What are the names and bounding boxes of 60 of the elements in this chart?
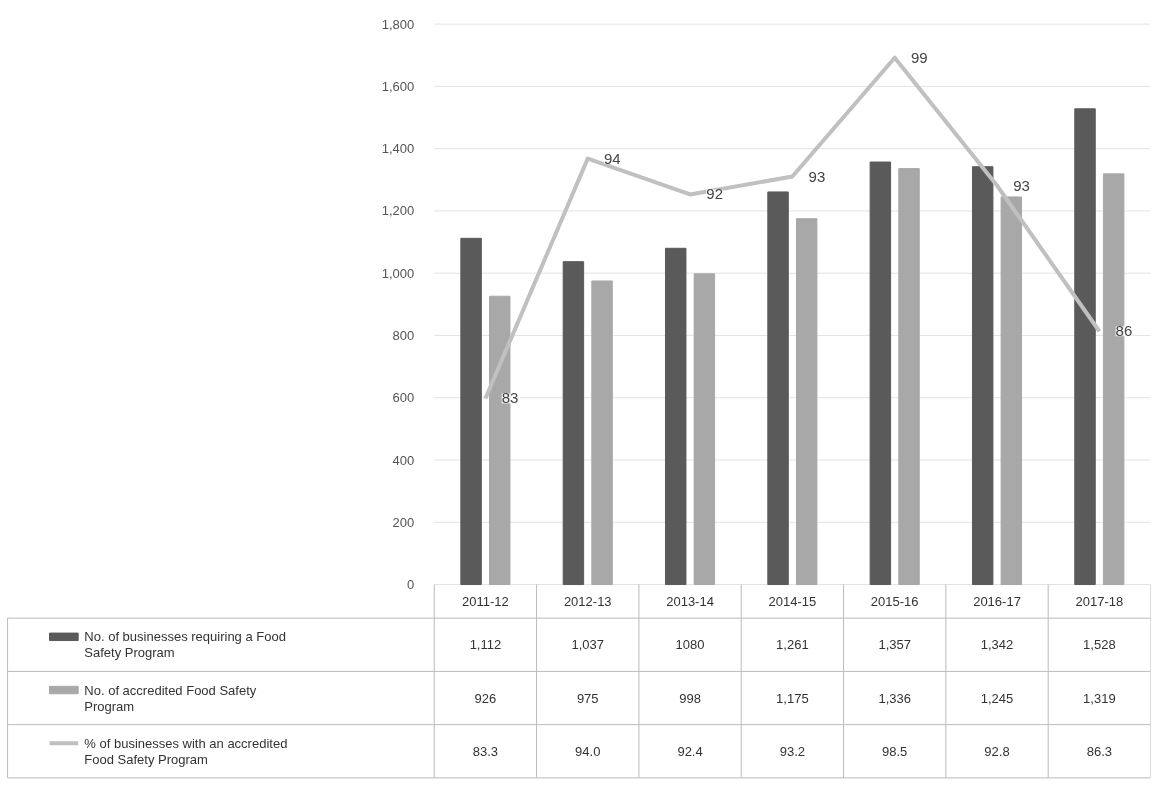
data-label: 1,245 xyxy=(980,690,1014,706)
bar xyxy=(795,218,818,586)
annotation: 99 xyxy=(910,48,928,66)
data-label: 926 xyxy=(474,690,497,706)
data-label: 1,342 xyxy=(980,637,1014,653)
x-tick-label: 2017-18 xyxy=(1075,593,1124,609)
data-label: 1,319 xyxy=(1083,690,1116,706)
bar xyxy=(562,261,585,586)
data-label: 975 xyxy=(576,690,599,706)
bar xyxy=(460,237,482,586)
data-label: 1,112 xyxy=(469,637,502,653)
y-tick-label: 1,200 xyxy=(381,203,415,219)
x-tick-label: 2014-15 xyxy=(768,593,817,609)
data-label: 1,528 xyxy=(1083,637,1116,653)
data-label: 1,261 xyxy=(776,637,809,653)
annotation: 83 xyxy=(501,389,519,407)
bar xyxy=(971,166,994,586)
y-tick-label: 200 xyxy=(392,514,415,530)
bar xyxy=(869,161,892,586)
annotation: 94 xyxy=(603,149,621,167)
data-label: 94.0 xyxy=(575,743,601,759)
data-label: 93.2 xyxy=(779,743,806,759)
legend-label: % of businesses with an accredited Food Safety Program xyxy=(84,735,288,767)
legend-label: No. of businesses requiring a Food Safety Program xyxy=(84,629,286,661)
bar xyxy=(767,191,789,586)
bar xyxy=(898,168,920,586)
data-label: 1080 xyxy=(675,637,705,653)
x-tick-label: 2011-12 xyxy=(462,593,509,609)
data-label: 86.3 xyxy=(1086,743,1112,759)
annotation: 93 xyxy=(1013,176,1030,194)
data-label: 1,336 xyxy=(878,690,911,706)
x-tick-label: 2013-14 xyxy=(666,593,714,609)
bar xyxy=(693,273,716,586)
y-tick-label: 800 xyxy=(392,327,415,343)
y-tick-label: 1,000 xyxy=(381,265,415,281)
x-tick-label: 2015-16 xyxy=(870,593,919,609)
data-label: 92.4 xyxy=(677,743,703,759)
bar xyxy=(1074,108,1096,586)
data-label: 83.3 xyxy=(472,743,499,759)
y-tick-label: 600 xyxy=(392,390,415,406)
x-tick-label: 2012-13 xyxy=(563,593,612,609)
y-tick-label: 1,800 xyxy=(381,16,415,32)
annotation: 86 xyxy=(1115,322,1133,340)
bar xyxy=(665,247,687,586)
bar xyxy=(1000,196,1023,586)
y-tick-label: 1,600 xyxy=(381,78,415,94)
data-label: 1,357 xyxy=(878,637,911,653)
y-tick-label: 400 xyxy=(392,452,415,468)
annotation: 93 xyxy=(808,167,826,185)
legend-label: No. of accredited Food Safety Program xyxy=(84,682,257,714)
annotation: 92 xyxy=(706,185,723,203)
data-label: 92.8 xyxy=(984,743,1010,759)
bar xyxy=(591,280,613,586)
y-tick-label: 1,400 xyxy=(381,141,415,157)
data-label: 98.5 xyxy=(882,743,908,759)
x-tick-label: 2016-17 xyxy=(973,593,1021,609)
data-label: 1,175 xyxy=(776,690,809,706)
data-label: 998 xyxy=(679,690,701,706)
data-label: 1,037 xyxy=(571,637,605,653)
y-tick-label: 0 xyxy=(407,577,415,593)
